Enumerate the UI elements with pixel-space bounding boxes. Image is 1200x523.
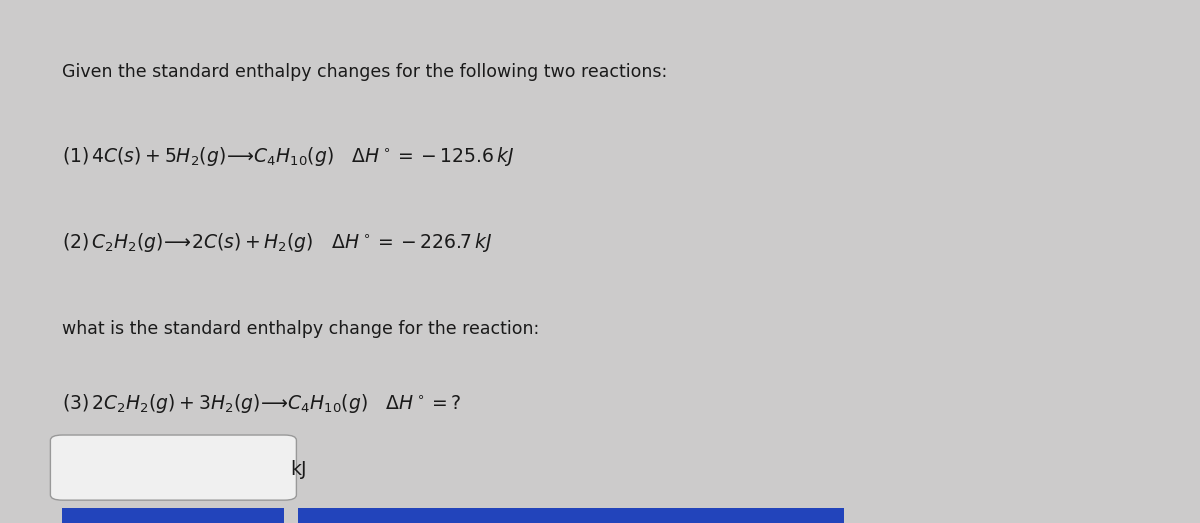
Text: $(1)\,4C(s) + 5H_2(g)\!\longrightarrow\!C_4H_{10}(g)\quad \Delta H^\circ = -125.: $(1)\,4C(s) + 5H_2(g)\!\longrightarrow\!… [62, 145, 515, 168]
Text: what is the standard enthalpy change for the reaction:: what is the standard enthalpy change for… [62, 321, 540, 338]
Text: Given the standard enthalpy changes for the following two reactions:: Given the standard enthalpy changes for … [62, 63, 667, 81]
Bar [62, 508, 284, 523]
Text: kJ: kJ [290, 460, 307, 480]
Bar [298, 508, 844, 523]
Text: $(3)\,2C_2H_2(g) + 3H_2(g)\!\longrightarrow\!C_4H_{10}(g)\quad \Delta H^\circ = : $(3)\,2C_2H_2(g) + 3H_2(g)\!\longrightar… [62, 392, 462, 415]
FancyBboxPatch shape [50, 435, 296, 500]
Text: $(2)\,C_2H_2(g)\!\longrightarrow\!2C(s) + H_2(g)\quad \Delta H^\circ = -226.7\,k: $(2)\,C_2H_2(g)\!\longrightarrow\!2C(s) … [62, 231, 493, 254]
